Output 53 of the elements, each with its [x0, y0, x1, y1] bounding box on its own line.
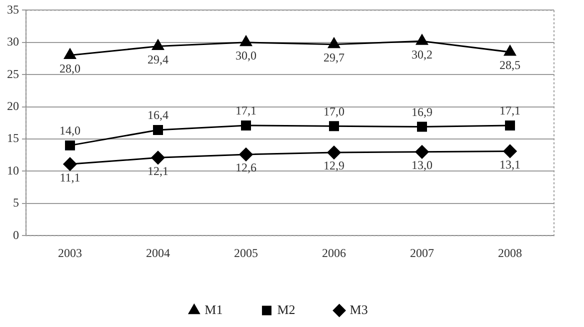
data-label: 14,0 — [60, 124, 80, 138]
data-label: 17,1 — [500, 104, 520, 118]
x-tick-label: 2008 — [498, 246, 522, 260]
point — [152, 40, 164, 50]
y-tick-label: 25 — [7, 66, 19, 81]
point — [65, 140, 75, 150]
x-tick-label: 2003 — [58, 246, 82, 260]
data-label: 11,1 — [60, 170, 80, 184]
y-tick-label: 30 — [7, 34, 19, 49]
data-label: 12,6 — [236, 160, 256, 175]
point — [241, 120, 251, 130]
legend-label: M1 — [204, 302, 223, 317]
legend-label: M2 — [277, 302, 296, 317]
data-label: 12,9 — [324, 158, 344, 173]
point — [328, 38, 340, 48]
data-label: 30,2 — [412, 47, 432, 62]
data-label: 29,7 — [324, 50, 344, 64]
data-label: 16,9 — [412, 104, 432, 119]
y-tick-label: 0 — [13, 228, 19, 242]
y-tick-label: 10 — [7, 163, 19, 178]
y-tick-label: 20 — [7, 98, 19, 113]
point — [329, 121, 339, 132]
x-tick-label: 2006 — [322, 246, 346, 260]
x-tick-label: 2004 — [146, 246, 170, 260]
point — [503, 144, 517, 158]
point — [240, 36, 252, 46]
point — [63, 157, 77, 171]
point — [416, 34, 428, 45]
point — [415, 145, 429, 159]
data-label: 29,4 — [148, 52, 168, 66]
point — [64, 48, 76, 60]
point — [505, 120, 515, 130]
data-label: 30,0 — [236, 48, 256, 63]
point — [151, 150, 165, 164]
y-tick-label: 15 — [7, 131, 19, 146]
point — [153, 124, 163, 135]
data-label: 13,1 — [500, 157, 520, 172]
point — [504, 45, 516, 56]
data-label: 17,0 — [324, 104, 344, 118]
data-label: 28,5 — [500, 58, 520, 72]
data-label: 17,1 — [236, 104, 256, 118]
y-tick-label: 35 — [7, 2, 19, 16]
point — [417, 122, 427, 132]
data-label: 12,1 — [148, 164, 168, 178]
data-label: 28,0 — [60, 61, 80, 76]
point — [239, 148, 253, 162]
legend-label: M3 — [350, 302, 368, 317]
data-label: 13,0 — [412, 158, 432, 172]
x-tick-label: 2007 — [410, 246, 434, 260]
x-tick-label: 2005 — [234, 246, 258, 260]
point — [327, 146, 341, 160]
y-tick-label: 5 — [13, 196, 19, 210]
data-label: 16,4 — [148, 108, 168, 122]
